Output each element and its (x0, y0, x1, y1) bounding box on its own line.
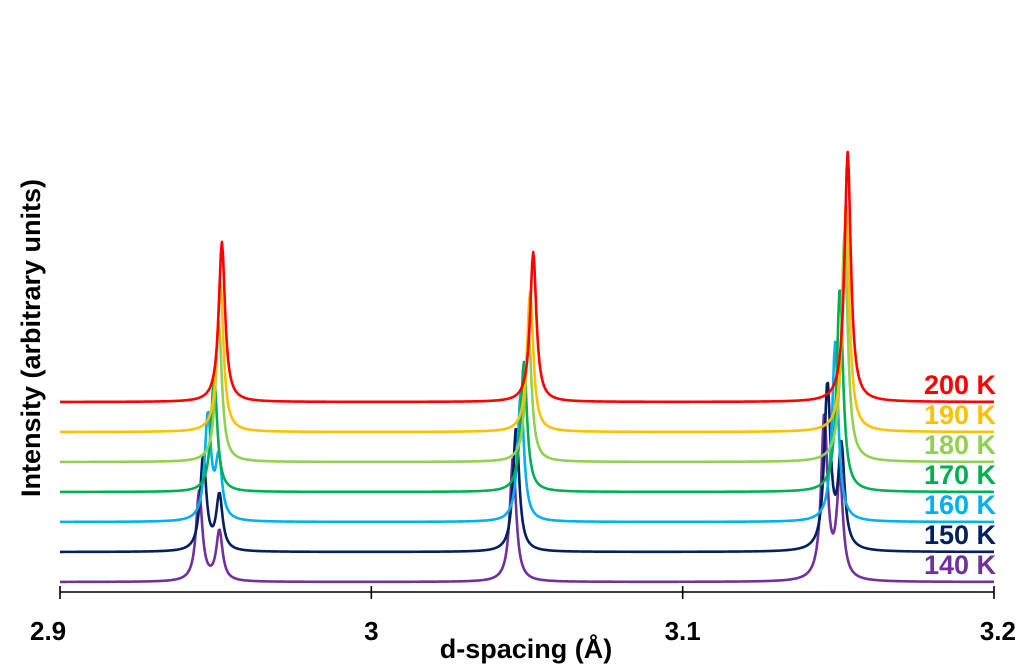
x-tick-label: 2.9 (30, 616, 66, 646)
series-label-140k: 140 K (924, 550, 997, 580)
x-tick-label: 3.2 (980, 616, 1016, 646)
series-label-200k: 200 K (924, 370, 997, 400)
series-label-190k: 190 K (924, 400, 997, 430)
x-tick-label: 3.1 (665, 616, 701, 646)
series-label-170k: 170 K (924, 460, 997, 490)
y-axis-title: Intensity (arbitrary units) (16, 179, 46, 497)
traces-group (59, 150, 995, 584)
series-label-150k: 150 K (924, 520, 997, 550)
series-line-150k (59, 381, 995, 554)
x-axis-title: d-spacing (Å) (440, 633, 613, 664)
series-line-200k (59, 150, 995, 404)
series-label-180k: 180 K (924, 430, 997, 460)
series-label-160k: 160 K (924, 490, 997, 520)
x-tick-label: 3 (364, 616, 378, 646)
x-ticks-group: 2.9 3 3.1 3.2 (30, 586, 1016, 646)
